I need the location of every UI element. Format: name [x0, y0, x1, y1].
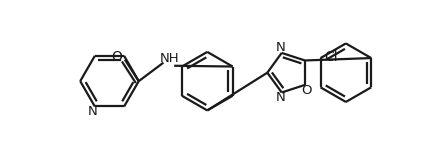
Text: O: O [112, 50, 123, 64]
Text: Cl: Cl [324, 50, 338, 64]
Text: NH: NH [160, 52, 179, 65]
Text: N: N [275, 41, 285, 54]
Text: O: O [301, 84, 312, 97]
Text: N: N [275, 91, 285, 104]
Text: N: N [88, 105, 97, 118]
